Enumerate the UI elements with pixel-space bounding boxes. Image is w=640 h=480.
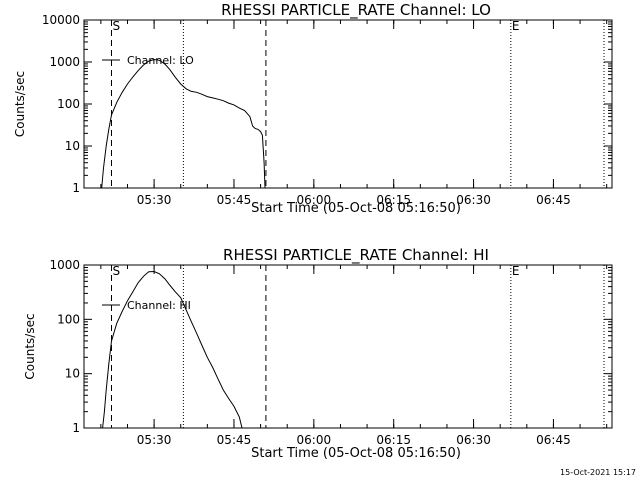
x-tick-label: 06:15 — [376, 433, 411, 447]
x-tick-label: 06:00 — [297, 193, 332, 207]
marker-label: E — [512, 264, 520, 278]
x-tick-label: 06:30 — [456, 193, 491, 207]
series-line — [102, 270, 243, 429]
legend-label: Channel: HI — [127, 299, 191, 312]
x-tick-label: 06:30 — [456, 433, 491, 447]
y-tick-label: 1 — [72, 181, 80, 195]
marker-label: S — [113, 19, 121, 33]
y-tick-label: 10 — [65, 139, 80, 153]
plot-frame — [83, 264, 613, 429]
x-axis-label: Start Time (05-Oct-08 05:16:50) — [251, 201, 461, 216]
marker-label: E — [512, 19, 520, 33]
chart-title: RHESSI PARTICLE_RATE Channel: LO — [221, 1, 491, 20]
x-tick-label: 06:45 — [536, 433, 571, 447]
y-axis-label: Counts/sec — [23, 313, 37, 379]
x-axis-label: Start Time (05-Oct-08 05:16:50) — [251, 446, 461, 461]
panel-hi: RHESSI PARTICLE_RATE Channel: HI Counts/s… — [23, 246, 613, 461]
x-tick-label: 05:30 — [137, 193, 172, 207]
y-axis-label: Counts/sec — [13, 71, 27, 137]
plot-frame — [83, 19, 613, 189]
x-tick-label: 06:00 — [297, 433, 332, 447]
y-tick-label: 1000 — [49, 55, 80, 69]
y-tick-label: 1 — [72, 421, 80, 435]
x-tick-label: 05:30 — [137, 433, 172, 447]
x-tick-label: 06:45 — [536, 193, 571, 207]
x-tick-label: 05:45 — [217, 193, 252, 207]
series-line — [101, 58, 266, 189]
timestamp: 15-Oct-2021 15:17 — [560, 468, 636, 477]
y-tick-label: 100 — [57, 97, 80, 111]
panel-lo: RHESSI PARTICLE_RATE Channel: LO Counts/s… — [13, 1, 613, 216]
y-tick-label: 1000 — [49, 258, 80, 272]
chart-title: RHESSI PARTICLE_RATE Channel: HI — [223, 246, 489, 265]
marker-label: S — [113, 264, 121, 278]
y-tick-label: 10 — [65, 367, 80, 381]
x-tick-label: 05:45 — [217, 433, 252, 447]
y-tick-label: 100 — [57, 312, 80, 326]
x-tick-label: 06:15 — [376, 193, 411, 207]
y-tick-label: 10000 — [42, 13, 80, 27]
